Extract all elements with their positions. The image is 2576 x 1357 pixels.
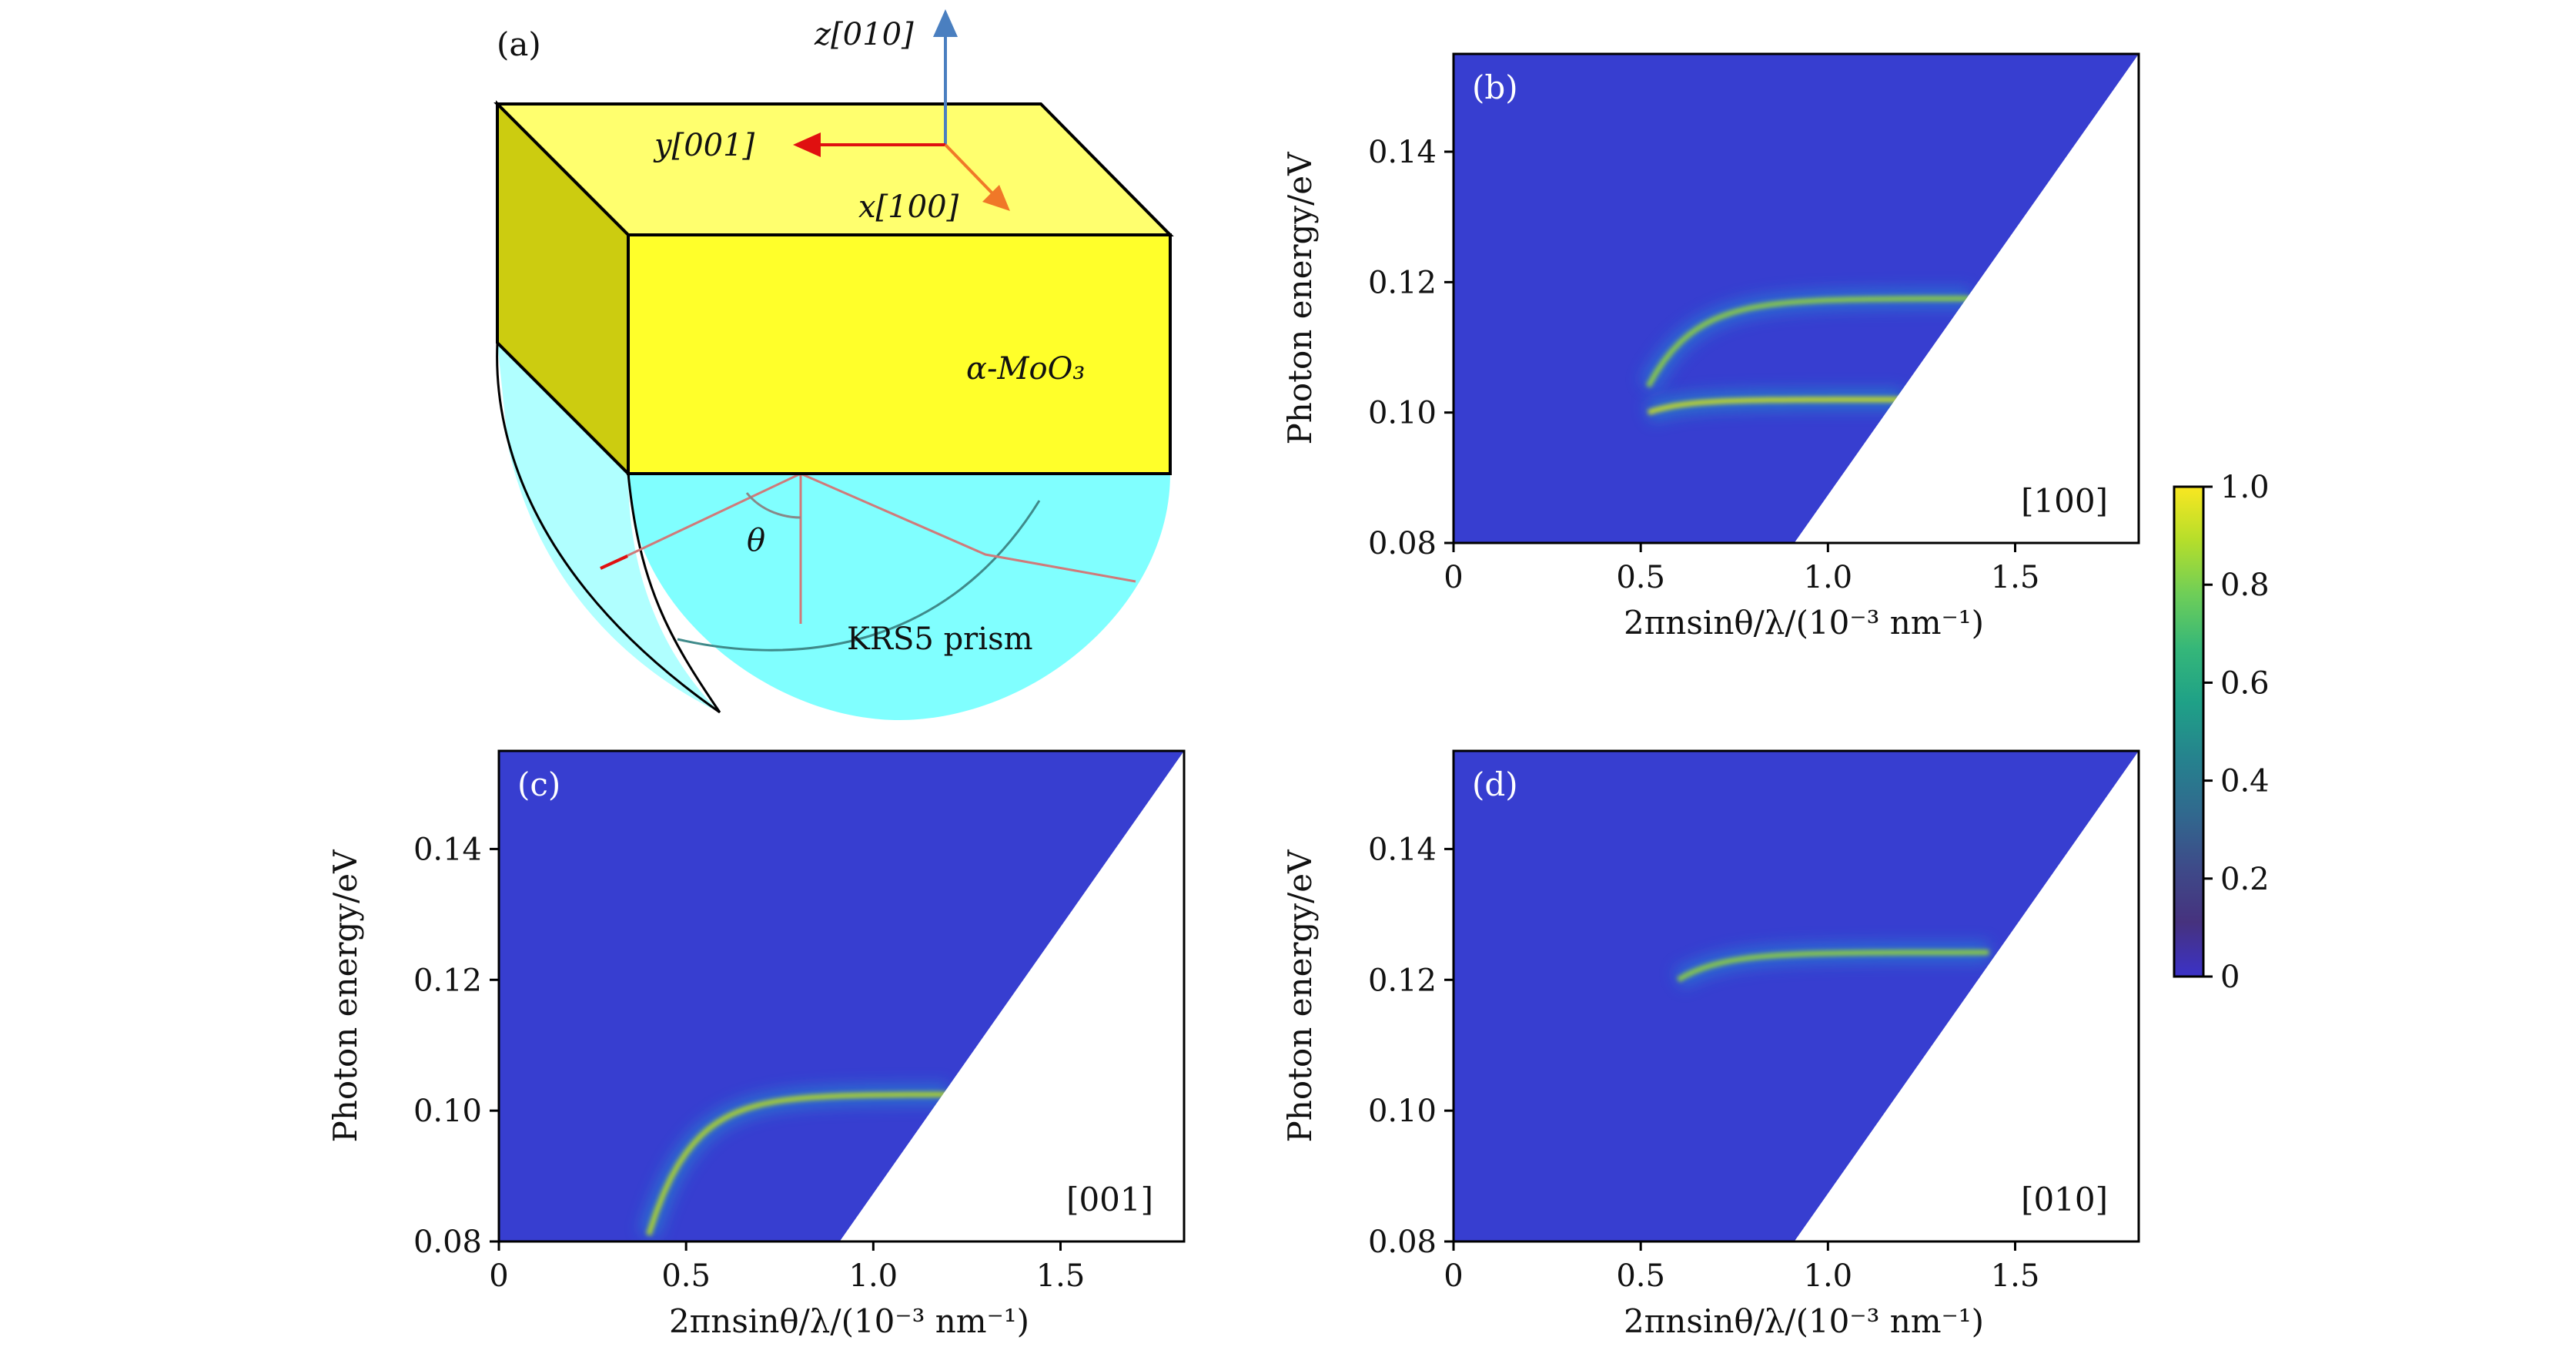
- direction-label: [100]: [2021, 482, 2108, 520]
- heatmap-body: [499, 751, 1184, 1241]
- colorbar: 1.0 0.8 0.6 0.4 0.2 0: [2173, 470, 2270, 995]
- x-axis-label: 2πnsinθ/λ/(10⁻³ nm⁻¹): [1624, 604, 1984, 642]
- z-axis-label: z[010]: [814, 17, 914, 52]
- x-tick-label: 0.5: [1616, 560, 1665, 595]
- y-axis-label: Photon energy/eV: [1281, 849, 1319, 1143]
- y-tick-label: 0.10: [1368, 1094, 1437, 1129]
- x-tick-label: 0.5: [661, 1258, 711, 1294]
- y-tick-label: 0.10: [413, 1094, 482, 1129]
- y-axis-label: Photon energy/eV: [1281, 152, 1319, 445]
- panel-a-schematic: (a) z[010] y[001] x[100] α-MoO₃ θ KRS5 p…: [493, 9, 1174, 720]
- x-axis-arrow: [944, 143, 995, 196]
- axes-frame: [1452, 749, 2140, 1243]
- x-tick-label: 0: [489, 1258, 508, 1294]
- y-tick-label: 0.08: [1368, 526, 1437, 561]
- light-cone-blank: [839, 751, 1184, 1241]
- colorbar-tick-label: 0.6: [2220, 665, 2270, 701]
- heatmap-body: [1454, 751, 2139, 1241]
- x-axis-label: 2πnsinθ/λ/(10⁻³ nm⁻¹): [669, 1302, 1029, 1340]
- light-cone-blank: [1794, 54, 2139, 543]
- axes-frame: [497, 749, 1186, 1243]
- colorbar-ticks: 1.0 0.8 0.6 0.4 0.2 0: [2203, 470, 2270, 995]
- x-tick-label: 0: [1444, 560, 1463, 595]
- mode-line: [1677, 950, 1989, 983]
- material-label: α-MoO₃: [966, 351, 1085, 387]
- direction-label: [001]: [1066, 1181, 1153, 1218]
- heatmap-panel-100: 0 0.5 1.0 1.5 0.08 0.10 0.12 0.14 2πnsinθ/λ/(10⁻…: [1281, 52, 2140, 642]
- x-tick-label: 1.0: [849, 1258, 898, 1294]
- heatmap-panel-001: 0 0.5 1.0 1.5 0.08 0.10 0.12 0.14 2πnsinθ/λ/(10⁻…: [326, 749, 1186, 1340]
- beam-reflected: [800, 472, 1136, 583]
- axes-frame: [1452, 52, 2140, 544]
- prism-side-face: [497, 343, 720, 712]
- panel-a-label: (a): [497, 25, 541, 63]
- panel-label: (d): [1472, 766, 1518, 803]
- panel-label: (b): [1472, 69, 1518, 106]
- light-cone-blank: [1794, 751, 2139, 1241]
- y-axis-label: y[001]: [653, 128, 755, 163]
- x-tick-label: 1.5: [1991, 1258, 2040, 1294]
- y-tick-label: 0.14: [1368, 832, 1437, 867]
- x-tick-label: 1.5: [1991, 560, 2040, 595]
- panel-label: (c): [517, 766, 560, 803]
- x-tick-label: 0: [1444, 1258, 1463, 1294]
- heatmap-panel-010: 0 0.5 1.0 1.5 0.08 0.10 0.12 0.14 2πnsinθ/λ/(10⁻…: [1281, 749, 2140, 1340]
- heatmap-panels: 0 0.5 1.0 1.5 0.08 0.10 0.12 0.14 2πnsinθ/λ/(10⁻…: [326, 52, 2140, 1340]
- x-tick-label: 1.5: [1036, 1258, 1086, 1294]
- z-axis-arrowhead: [933, 9, 958, 37]
- colorbar-bar: [2173, 485, 2205, 978]
- y-tick-label: 0.14: [413, 832, 482, 867]
- heatmap-body: [1454, 54, 2139, 543]
- x-tick-label: 1.0: [1804, 1258, 1853, 1294]
- x-axis-label: 2πnsinθ/λ/(10⁻³ nm⁻¹): [1624, 1302, 1984, 1340]
- direction-label: [010]: [2021, 1181, 2108, 1218]
- y-tick-label: 0.08: [413, 1225, 482, 1260]
- x-axis-label: x[100]: [858, 189, 959, 225]
- colorbar-tick-label: 0.8: [2220, 568, 2270, 603]
- prism-back-arc: [677, 500, 1041, 652]
- y-tick-label: 0.12: [1368, 963, 1437, 998]
- beam-stub: [600, 555, 628, 570]
- y-tick-label: 0.12: [1368, 265, 1437, 300]
- beam-incident: [600, 472, 801, 570]
- prism-inner-arc: [627, 473, 721, 713]
- x-tick-label: 0.5: [1616, 1258, 1665, 1294]
- y-tick-label: 0.08: [1368, 1225, 1437, 1260]
- prism-left-arc: [496, 342, 721, 714]
- mode-line: [646, 1091, 948, 1236]
- y-axis-label: Photon energy/eV: [326, 849, 364, 1143]
- y-tick-label: 0.12: [413, 963, 482, 998]
- mode-line: [1645, 296, 1971, 388]
- colorbar-tick-label: 0.2: [2220, 862, 2270, 897]
- angle-label: θ: [747, 523, 765, 558]
- colorbar-tick-label: 0.4: [2220, 764, 2270, 799]
- crystal-front-face: [627, 233, 1172, 475]
- colorbar-tick-label: 0: [2220, 960, 2240, 995]
- angle-arc: [745, 492, 801, 519]
- x-axis-arrowhead: [982, 185, 1010, 211]
- y-tick-label: 0.14: [1368, 135, 1437, 170]
- prism-label: KRS5 prism: [847, 622, 1033, 657]
- colorbar-tick-label: 1.0: [2220, 470, 2270, 505]
- x-tick-label: 1.0: [1804, 560, 1853, 595]
- y-tick-label: 0.10: [1368, 396, 1437, 431]
- y-axis-arrowhead: [793, 132, 821, 157]
- prism-front-face: [628, 474, 1170, 720]
